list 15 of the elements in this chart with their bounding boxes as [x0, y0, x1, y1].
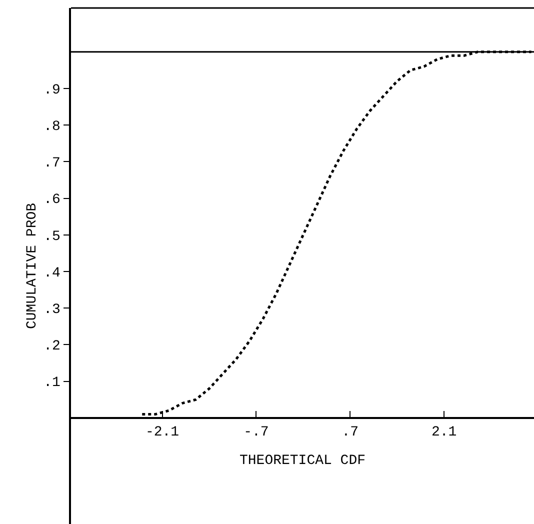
y-tick-label: .2 — [44, 338, 60, 355]
y-tick-label: .5 — [44, 228, 60, 245]
y-tick-label: .3 — [44, 302, 60, 318]
x-tick-label: -2.1 — [145, 424, 180, 440]
y-axis-title: CUMULATIVE PROB — [24, 202, 41, 330]
x-tick-label: 2.1 — [431, 424, 457, 440]
y-tick-label: .6 — [44, 192, 60, 208]
x-axis-title: THEORETICAL CDF — [239, 453, 366, 470]
y-tick-label: .7 — [44, 156, 60, 172]
y-tick-label: .1 — [44, 375, 60, 392]
y-tick-label: .4 — [44, 265, 60, 282]
x-tick-label: .7 — [342, 424, 359, 440]
y-tick-label: .9 — [44, 82, 60, 98]
x-tick-label: -.7 — [244, 424, 269, 440]
y-tick-label: .8 — [44, 119, 60, 136]
